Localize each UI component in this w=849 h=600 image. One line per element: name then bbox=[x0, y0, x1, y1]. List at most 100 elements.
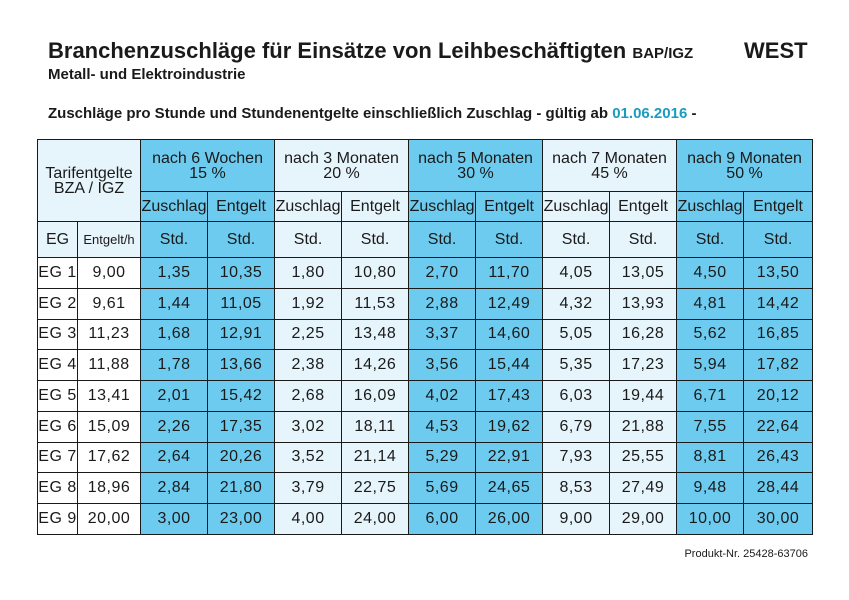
zuschlag-cell: 4,32 bbox=[542, 287, 611, 320]
zuschlag-header: Zuschlag bbox=[542, 191, 611, 222]
entgelt-cell: 15,42 bbox=[207, 380, 276, 412]
entgelt-cell: 13,66 bbox=[207, 349, 276, 382]
period-header-row: Tarifentgelte BZA / IGZ nach 6 Wochen 15 % n… bbox=[36, 139, 814, 222]
entgelt-cell: 14,60 bbox=[475, 318, 544, 351]
zuschlag-cell: 8,53 bbox=[542, 472, 611, 505]
entgelt-cell: 20,12 bbox=[743, 380, 814, 412]
zuschlag-cell: 4,05 bbox=[542, 257, 611, 289]
unit-cell: Std. bbox=[341, 221, 410, 258]
table-row: EG 3 11,23 1,68 12,91 2,25 13,48 3,37 14,60 5,05… bbox=[37, 318, 814, 351]
period-percent: 20 % bbox=[323, 164, 360, 182]
zuschlag-cell: 7,55 bbox=[676, 410, 745, 443]
zuschlag-header: Zuschlag bbox=[274, 191, 343, 222]
zuschlag-cell: 5,69 bbox=[408, 472, 477, 505]
unit-cell: Std. bbox=[207, 221, 276, 258]
zuschlag-cell: 6,79 bbox=[542, 410, 611, 443]
entgelt-header: Entgelt bbox=[341, 191, 410, 222]
zuschlag-cell: 4,02 bbox=[408, 380, 477, 412]
period-header: nach 6 Wochen 15 % bbox=[140, 139, 276, 192]
entgelt-cell: 14,26 bbox=[341, 349, 410, 382]
eg-cell: EG 8 bbox=[37, 472, 78, 505]
base-wage-cell: 15,09 bbox=[76, 410, 142, 443]
zuschlag-cell: 6,03 bbox=[542, 380, 611, 412]
period-label: nach 3 Monaten bbox=[284, 149, 399, 167]
entgelt-cell: 10,80 bbox=[341, 257, 410, 289]
base-wage-cell: 11,23 bbox=[76, 318, 142, 351]
sub-header-row: Zuschlag Entgelt Zuschlag Entgelt Zuschlag En… bbox=[38, 191, 814, 222]
entgelt-cell: 24,65 bbox=[475, 472, 544, 505]
zuschlag-cell: 2,64 bbox=[140, 441, 209, 474]
region-label: WEST bbox=[744, 38, 808, 63]
table-row: EG 4 11,88 1,78 13,66 2,38 14,26 3,56 15,44 5,35… bbox=[37, 349, 814, 382]
zuschlag-cell: 6,00 bbox=[408, 503, 477, 535]
table-row: EG 2 9,61 1,44 11,05 1,92 11,53 2,88 12,49 4,32 1… bbox=[37, 287, 814, 320]
entgelt-cell: 27,49 bbox=[609, 472, 678, 505]
base-wage-cell: 20,00 bbox=[76, 503, 142, 535]
zuschlag-cell: 3,00 bbox=[140, 503, 209, 535]
entgelt-cell: 21,88 bbox=[609, 410, 678, 443]
zuschlag-cell: 2,88 bbox=[408, 287, 477, 320]
page-title: Branchenzuschläge für Einsätze von Leihb… bbox=[48, 38, 693, 64]
zuschlag-cell: 1,68 bbox=[140, 318, 209, 351]
entgelt-cell: 17,82 bbox=[743, 349, 814, 382]
zuschlag-cell: 4,81 bbox=[676, 287, 745, 320]
eg-cell: EG 6 bbox=[37, 410, 78, 443]
zuschlag-cell: 1,35 bbox=[140, 257, 209, 289]
table-row: EG 9 20,00 3,00 23,00 4,00 24,00 6,00 26,00 9,00… bbox=[37, 503, 814, 535]
title-text: Branchenzuschläge für Einsätze von Leihb… bbox=[48, 38, 627, 63]
zuschlag-cell: 3,52 bbox=[274, 441, 343, 474]
entgelt-cell: 19,62 bbox=[475, 410, 544, 443]
table-row: EG 6 15,09 2,26 17,35 3,02 18,11 4,53 19,62 6,79… bbox=[37, 410, 814, 443]
eg-cell: EG 4 bbox=[37, 349, 78, 382]
entgelt-cell: 20,26 bbox=[207, 441, 276, 474]
zuschlag-cell: 3,02 bbox=[274, 410, 343, 443]
entgelt-header: Entgelt bbox=[207, 191, 276, 222]
zuschlag-cell: 3,56 bbox=[408, 349, 477, 382]
entgelt-h-header: Entgelt/h bbox=[76, 221, 142, 258]
zuschlag-cell: 5,35 bbox=[542, 349, 611, 382]
period-header: nach 5 Monaten 30 % bbox=[408, 139, 544, 192]
entgelt-cell: 15,44 bbox=[475, 349, 544, 382]
entgelt-cell: 23,00 bbox=[207, 503, 276, 535]
unit-cell: Std. bbox=[676, 221, 745, 258]
entgelt-cell: 22,64 bbox=[743, 410, 814, 443]
zuschlag-cell: 2,25 bbox=[274, 318, 343, 351]
period-header: nach 9 Monaten 50 % bbox=[676, 139, 814, 192]
zuschlag-cell: 2,26 bbox=[140, 410, 209, 443]
validity-suffix: - bbox=[691, 105, 697, 122]
entgelt-cell: 21,80 bbox=[207, 472, 276, 505]
period-percent: 15 % bbox=[189, 164, 226, 182]
table-row: EG 8 18,96 2,84 21,80 3,79 22,75 5,69 24,65 8,53… bbox=[37, 472, 814, 505]
zuschlag-header: Zuschlag bbox=[676, 191, 745, 222]
zuschlag-cell: 1,92 bbox=[274, 287, 343, 320]
entgelt-cell: 26,00 bbox=[475, 503, 544, 535]
validity-date: 01.06.2016 bbox=[612, 105, 688, 122]
unit-cell: Std. bbox=[140, 221, 209, 258]
entgelt-cell: 12,49 bbox=[475, 287, 544, 320]
entgelt-header: Entgelt bbox=[743, 191, 814, 222]
eg-cell: EG 7 bbox=[37, 441, 78, 474]
zuschlag-cell: 5,05 bbox=[542, 318, 611, 351]
table-row: EG 1 9,00 1,35 10,35 1,80 10,80 2,70 11,70 4,05 1… bbox=[37, 257, 814, 289]
zuschlag-cell: 7,93 bbox=[542, 441, 611, 474]
base-wage-cell: 9,61 bbox=[76, 287, 142, 320]
entgelt-cell: 24,00 bbox=[341, 503, 410, 535]
zuschlag-cell: 6,71 bbox=[676, 380, 745, 412]
entgelt-cell: 14,42 bbox=[743, 287, 814, 320]
period-label: nach 9 Monaten bbox=[687, 149, 802, 167]
entgelt-cell: 17,35 bbox=[207, 410, 276, 443]
zuschlag-cell: 2,68 bbox=[274, 380, 343, 412]
validity-info: Zuschläge pro Stunde und Stundenentgelte… bbox=[48, 105, 696, 122]
unit-cell: Std. bbox=[542, 221, 611, 258]
zuschlag-cell: 5,62 bbox=[676, 318, 745, 351]
entgelt-cell: 11,53 bbox=[341, 287, 410, 320]
entgelt-cell: 17,43 bbox=[475, 380, 544, 412]
zuschlag-cell: 2,70 bbox=[408, 257, 477, 289]
unit-cell: Std. bbox=[475, 221, 544, 258]
unit-cell: Std. bbox=[743, 221, 814, 258]
zuschlag-cell: 5,29 bbox=[408, 441, 477, 474]
eg-cell: EG 5 bbox=[37, 380, 78, 412]
zuschlag-cell: 2,38 bbox=[274, 349, 343, 382]
period-label: nach 6 Wochen bbox=[152, 149, 263, 167]
eg-cell: EG 9 bbox=[37, 503, 78, 535]
